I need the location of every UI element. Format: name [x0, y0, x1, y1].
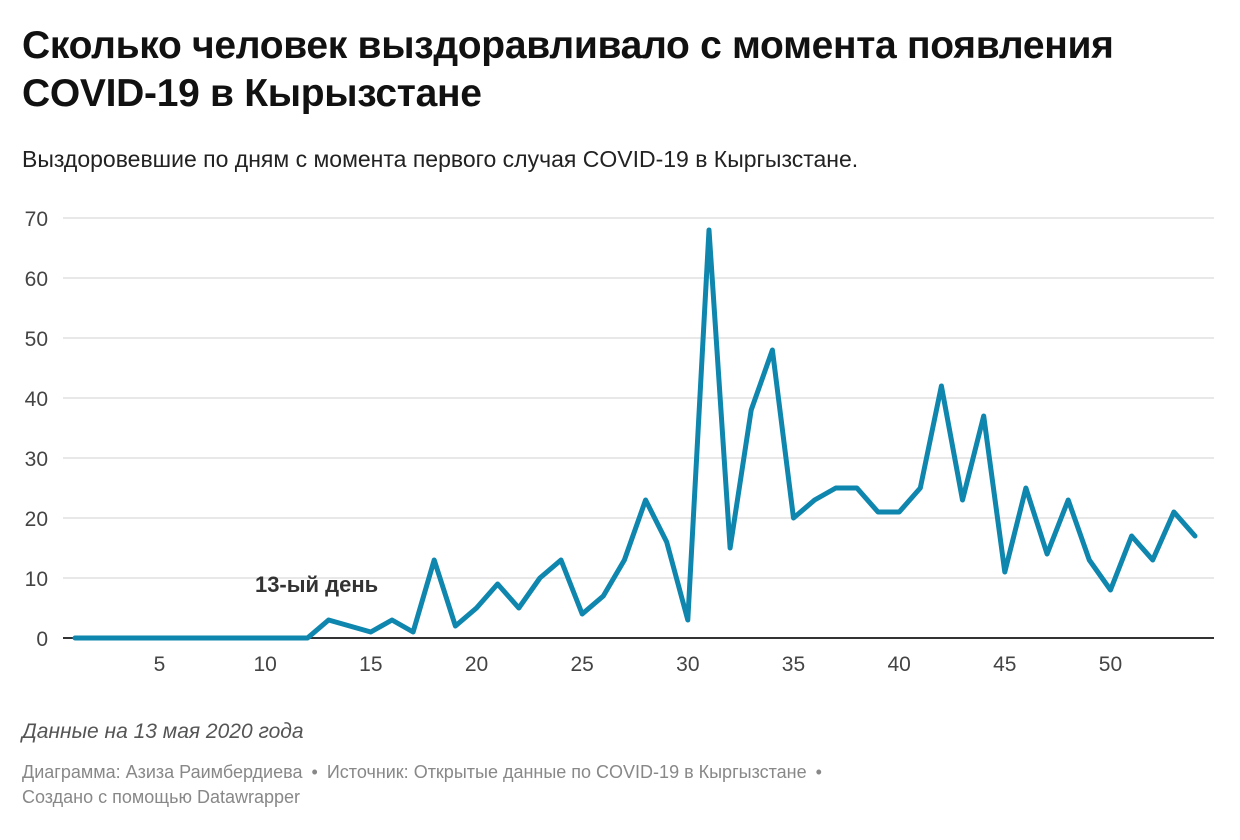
y-tick-label: 0: [36, 628, 48, 651]
y-axis-ticks: 0 10 20 30 40 50 60 70: [25, 208, 48, 651]
data-point: [1150, 558, 1155, 563]
data-point: [284, 636, 289, 641]
data-point: [242, 636, 247, 641]
chart-subtitle: Выздоровевшие по дням с момента первого …: [22, 146, 859, 172]
data-point: [326, 618, 331, 623]
data-point: [981, 414, 986, 419]
data-point: [1023, 486, 1028, 491]
annotation-label: 13-ый день: [255, 572, 378, 597]
data-point: [897, 510, 902, 515]
data-point: [791, 516, 796, 521]
data-point: [199, 636, 204, 641]
x-tick-label: 10: [254, 653, 277, 676]
data-point: [1087, 558, 1092, 563]
x-tick-label: 25: [570, 653, 593, 676]
x-axis-ticks: 5 10 15 20 25 30 35 40 45 50: [154, 653, 1122, 676]
y-tick-label: 70: [25, 208, 48, 231]
data-point: [94, 636, 99, 641]
x-tick-label: 45: [993, 653, 1016, 676]
data-point: [728, 546, 733, 551]
y-tick-label: 50: [25, 328, 48, 351]
series-line: [72, 227, 1198, 641]
data-point: [432, 558, 437, 563]
footer: Диаграмма: Азиза Раимбердиева • Источник…: [22, 760, 1022, 810]
data-point: [178, 636, 183, 641]
data-point: [876, 510, 881, 515]
data-point: [918, 486, 923, 491]
data-point: [643, 498, 648, 503]
x-tick-label: 15: [359, 653, 382, 676]
data-point: [622, 558, 627, 563]
data-point: [495, 582, 500, 587]
footer-separator: •: [311, 762, 318, 782]
footer-separator: •: [815, 762, 822, 782]
data-point: [220, 636, 225, 641]
data-point: [115, 636, 120, 641]
data-point: [1045, 552, 1050, 557]
data-point: [960, 498, 965, 503]
x-tick-label: 50: [1099, 653, 1122, 676]
data-point: [601, 594, 606, 599]
footer-made-with: Создано с помощью Datawrapper: [22, 787, 301, 807]
x-tick-label: 20: [465, 653, 488, 676]
data-point: [516, 606, 521, 611]
data-point: [854, 486, 859, 491]
data-point: [368, 630, 373, 635]
data-point: [833, 486, 838, 491]
data-point: [157, 636, 162, 641]
data-point: [580, 612, 585, 617]
data-point: [474, 606, 479, 611]
data-point: [411, 630, 416, 635]
data-point: [263, 636, 268, 641]
x-tick-label: 30: [676, 653, 699, 676]
data-point: [1066, 498, 1071, 503]
footer-chart-by: Диаграмма: Азиза Раимбердиева: [22, 762, 303, 782]
series-recovered: [72, 227, 1198, 641]
data-point: [1129, 534, 1134, 539]
data-point: [347, 624, 352, 629]
chart-title: Сколько человек выздоравливало с момента…: [22, 24, 1114, 115]
data-point: [939, 384, 944, 389]
y-tick-label: 10: [25, 568, 48, 591]
line-chart: 0 10 20 30 40 50 60 70 5 10 15 20 25 30 35 40 45 50 13-ы…: [25, 208, 1214, 676]
grid-lines: [63, 217, 1214, 639]
data-point: [1108, 588, 1113, 593]
y-tick-label: 30: [25, 448, 48, 471]
data-point: [1002, 570, 1007, 575]
data-point: [305, 636, 310, 641]
x-tick-label: 5: [154, 653, 166, 676]
data-point: [389, 618, 394, 623]
data-point: [664, 540, 669, 545]
data-point: [812, 498, 817, 503]
data-point: [685, 618, 690, 623]
x-tick-label: 40: [887, 653, 910, 676]
data-point: [770, 348, 775, 353]
data-point: [453, 624, 458, 629]
data-point: [559, 558, 564, 563]
footer-source: Источник: Открытые данные по COVID-19 в …: [326, 762, 807, 782]
x-tick-label: 35: [782, 653, 805, 676]
data-point: [1193, 534, 1198, 539]
y-tick-label: 20: [25, 508, 48, 531]
y-tick-label: 40: [25, 388, 48, 411]
data-point: [136, 636, 141, 641]
data-point: [749, 408, 754, 413]
data-point: [537, 576, 542, 581]
annotations: 13-ый день: [255, 572, 378, 597]
y-tick-label: 60: [25, 268, 48, 291]
data-point: [1171, 510, 1176, 515]
data-date-note: Данные на 13 мая 2020 года: [22, 720, 304, 743]
data-point: [706, 228, 711, 233]
data-point: [73, 636, 78, 641]
